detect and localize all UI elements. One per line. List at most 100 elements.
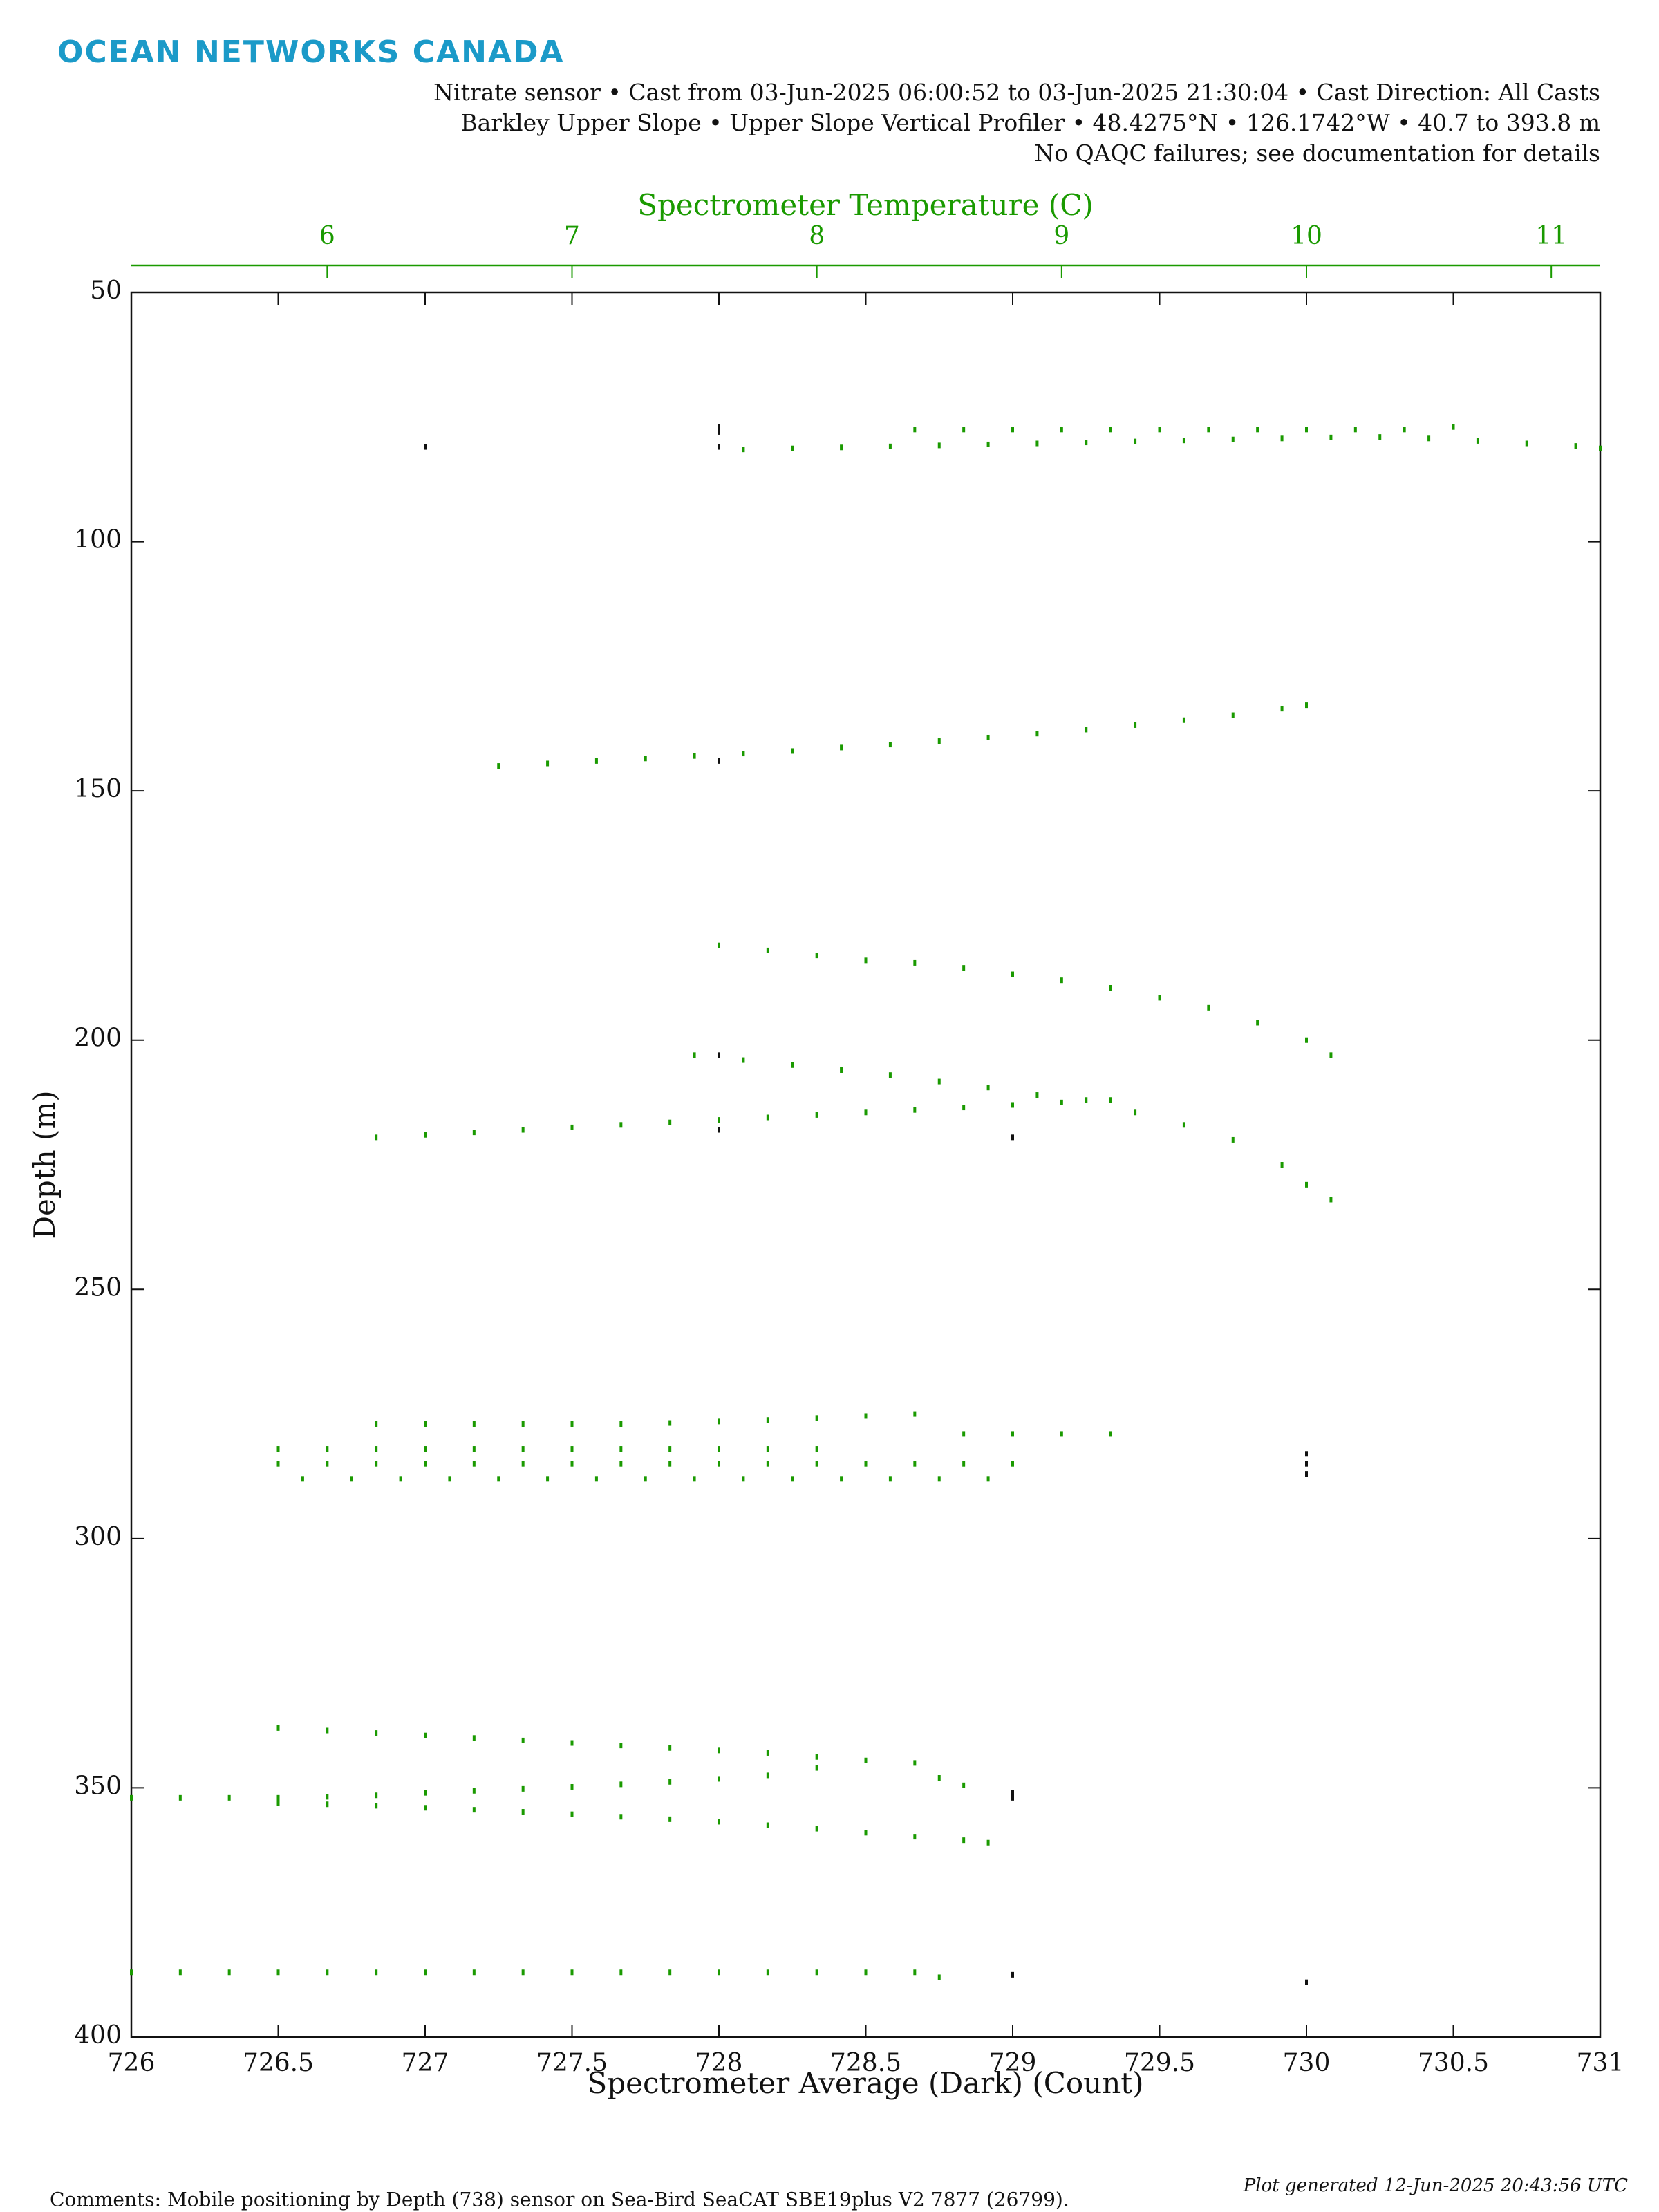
x2-axis-label: Spectrometer Temperature (C) xyxy=(637,188,1094,222)
data-point xyxy=(937,1775,941,1781)
data-point xyxy=(718,1461,720,1467)
data-point xyxy=(521,1809,525,1815)
y-tick-label: 50 xyxy=(90,276,122,305)
data-point xyxy=(718,444,720,450)
y-tick-label: 200 xyxy=(74,1024,122,1053)
data-point xyxy=(815,1765,818,1771)
data-point xyxy=(375,1969,378,1976)
data-point xyxy=(521,1127,525,1133)
data-point xyxy=(1403,427,1406,433)
data-point xyxy=(913,1411,917,1417)
logo: OCEAN NETWORKS CANADA xyxy=(57,35,565,70)
data-point xyxy=(521,1421,525,1427)
data-point xyxy=(570,1124,574,1130)
data-point xyxy=(766,1446,769,1452)
data-point xyxy=(276,1446,280,1452)
data-point xyxy=(326,1446,329,1452)
data-point xyxy=(962,1431,966,1437)
data-point xyxy=(619,1122,623,1128)
data-point xyxy=(766,947,769,953)
data-point xyxy=(130,1969,133,1976)
x-tick-label: 730.5 xyxy=(1418,2049,1489,2077)
data-point xyxy=(424,1805,427,1811)
data-point xyxy=(913,959,917,966)
data-point xyxy=(570,1446,574,1452)
data-point xyxy=(840,744,843,751)
x-tick-label: 731 xyxy=(1577,2049,1624,2077)
comments: Comments: Mobile positioning by Depth (7… xyxy=(50,2188,1069,2211)
data-point xyxy=(276,1725,280,1731)
data-point xyxy=(742,1476,745,1482)
data-point xyxy=(276,1969,280,1976)
data-point xyxy=(1085,440,1088,446)
data-point xyxy=(1378,434,1382,440)
data-point xyxy=(1305,1451,1308,1457)
data-point xyxy=(937,442,941,449)
data-point xyxy=(1109,1097,1112,1103)
data-point xyxy=(472,1969,476,1976)
data-point xyxy=(472,1446,476,1452)
data-point xyxy=(815,1415,818,1421)
data-point xyxy=(1060,427,1063,433)
data-point xyxy=(619,1969,623,1976)
data-point xyxy=(840,1067,843,1073)
x2-tick-label: 9 xyxy=(1053,222,1069,250)
data-point xyxy=(644,1476,647,1482)
data-point xyxy=(1060,1099,1063,1105)
data-point xyxy=(888,443,892,449)
data-point xyxy=(1109,984,1112,991)
data-point xyxy=(864,1109,868,1116)
header-line: Nitrate sensor • Cast from 03-Jun-2025 0… xyxy=(433,79,1600,106)
data-point xyxy=(888,1476,892,1482)
data-point xyxy=(1476,438,1479,444)
data-point xyxy=(1085,1097,1088,1103)
data-point xyxy=(472,1421,476,1427)
data-point xyxy=(1035,440,1039,447)
data-point xyxy=(718,758,720,764)
x2-tick-label: 10 xyxy=(1291,222,1322,250)
data-point xyxy=(668,1119,672,1125)
data-point xyxy=(1305,1979,1308,1985)
data-point xyxy=(718,1117,720,1123)
data-point xyxy=(864,1461,868,1467)
data-point xyxy=(742,1057,745,1063)
plot-generated: Plot generated 12-Jun-2025 20:43:56 UTC xyxy=(1243,2175,1628,2196)
data-point xyxy=(1182,438,1185,444)
data-point xyxy=(1329,434,1333,440)
data-point xyxy=(718,429,720,435)
data-point xyxy=(619,1814,623,1820)
x-tick-label: 727.5 xyxy=(536,2049,608,2077)
x-tick-label: 728 xyxy=(695,2049,743,2077)
data-point xyxy=(815,1969,818,1976)
data-point xyxy=(668,1969,672,1976)
data-point xyxy=(130,1794,133,1801)
data-point xyxy=(619,1781,623,1788)
data-point xyxy=(888,1072,892,1078)
data-point xyxy=(1182,717,1185,723)
data-point xyxy=(718,1052,720,1058)
data-point xyxy=(1011,1102,1014,1108)
data-point xyxy=(521,1461,525,1467)
data-point xyxy=(1035,1092,1039,1098)
data-point xyxy=(375,1461,378,1467)
data-point xyxy=(1305,1471,1308,1477)
data-point xyxy=(986,441,990,447)
data-point xyxy=(962,427,966,433)
data-point xyxy=(840,444,843,451)
y-tick-label: 250 xyxy=(74,1273,122,1302)
data-point xyxy=(864,1830,868,1836)
data-point xyxy=(718,1819,720,1825)
x-tick-label: 729 xyxy=(989,2049,1037,2077)
header-line: Barkley Upper Slope • Upper Slope Vertic… xyxy=(460,109,1600,136)
data-point xyxy=(472,1807,476,1813)
data-point xyxy=(693,1476,696,1482)
data-point xyxy=(1280,706,1284,712)
data-point xyxy=(937,1078,941,1085)
data-point xyxy=(693,1052,696,1058)
data-point xyxy=(1256,427,1259,433)
data-point xyxy=(375,1446,378,1452)
data-point xyxy=(668,1745,672,1751)
data-point xyxy=(766,1461,769,1467)
data-point xyxy=(1011,427,1014,433)
header-line: No QAQC failures; see documentation for … xyxy=(1034,140,1600,167)
